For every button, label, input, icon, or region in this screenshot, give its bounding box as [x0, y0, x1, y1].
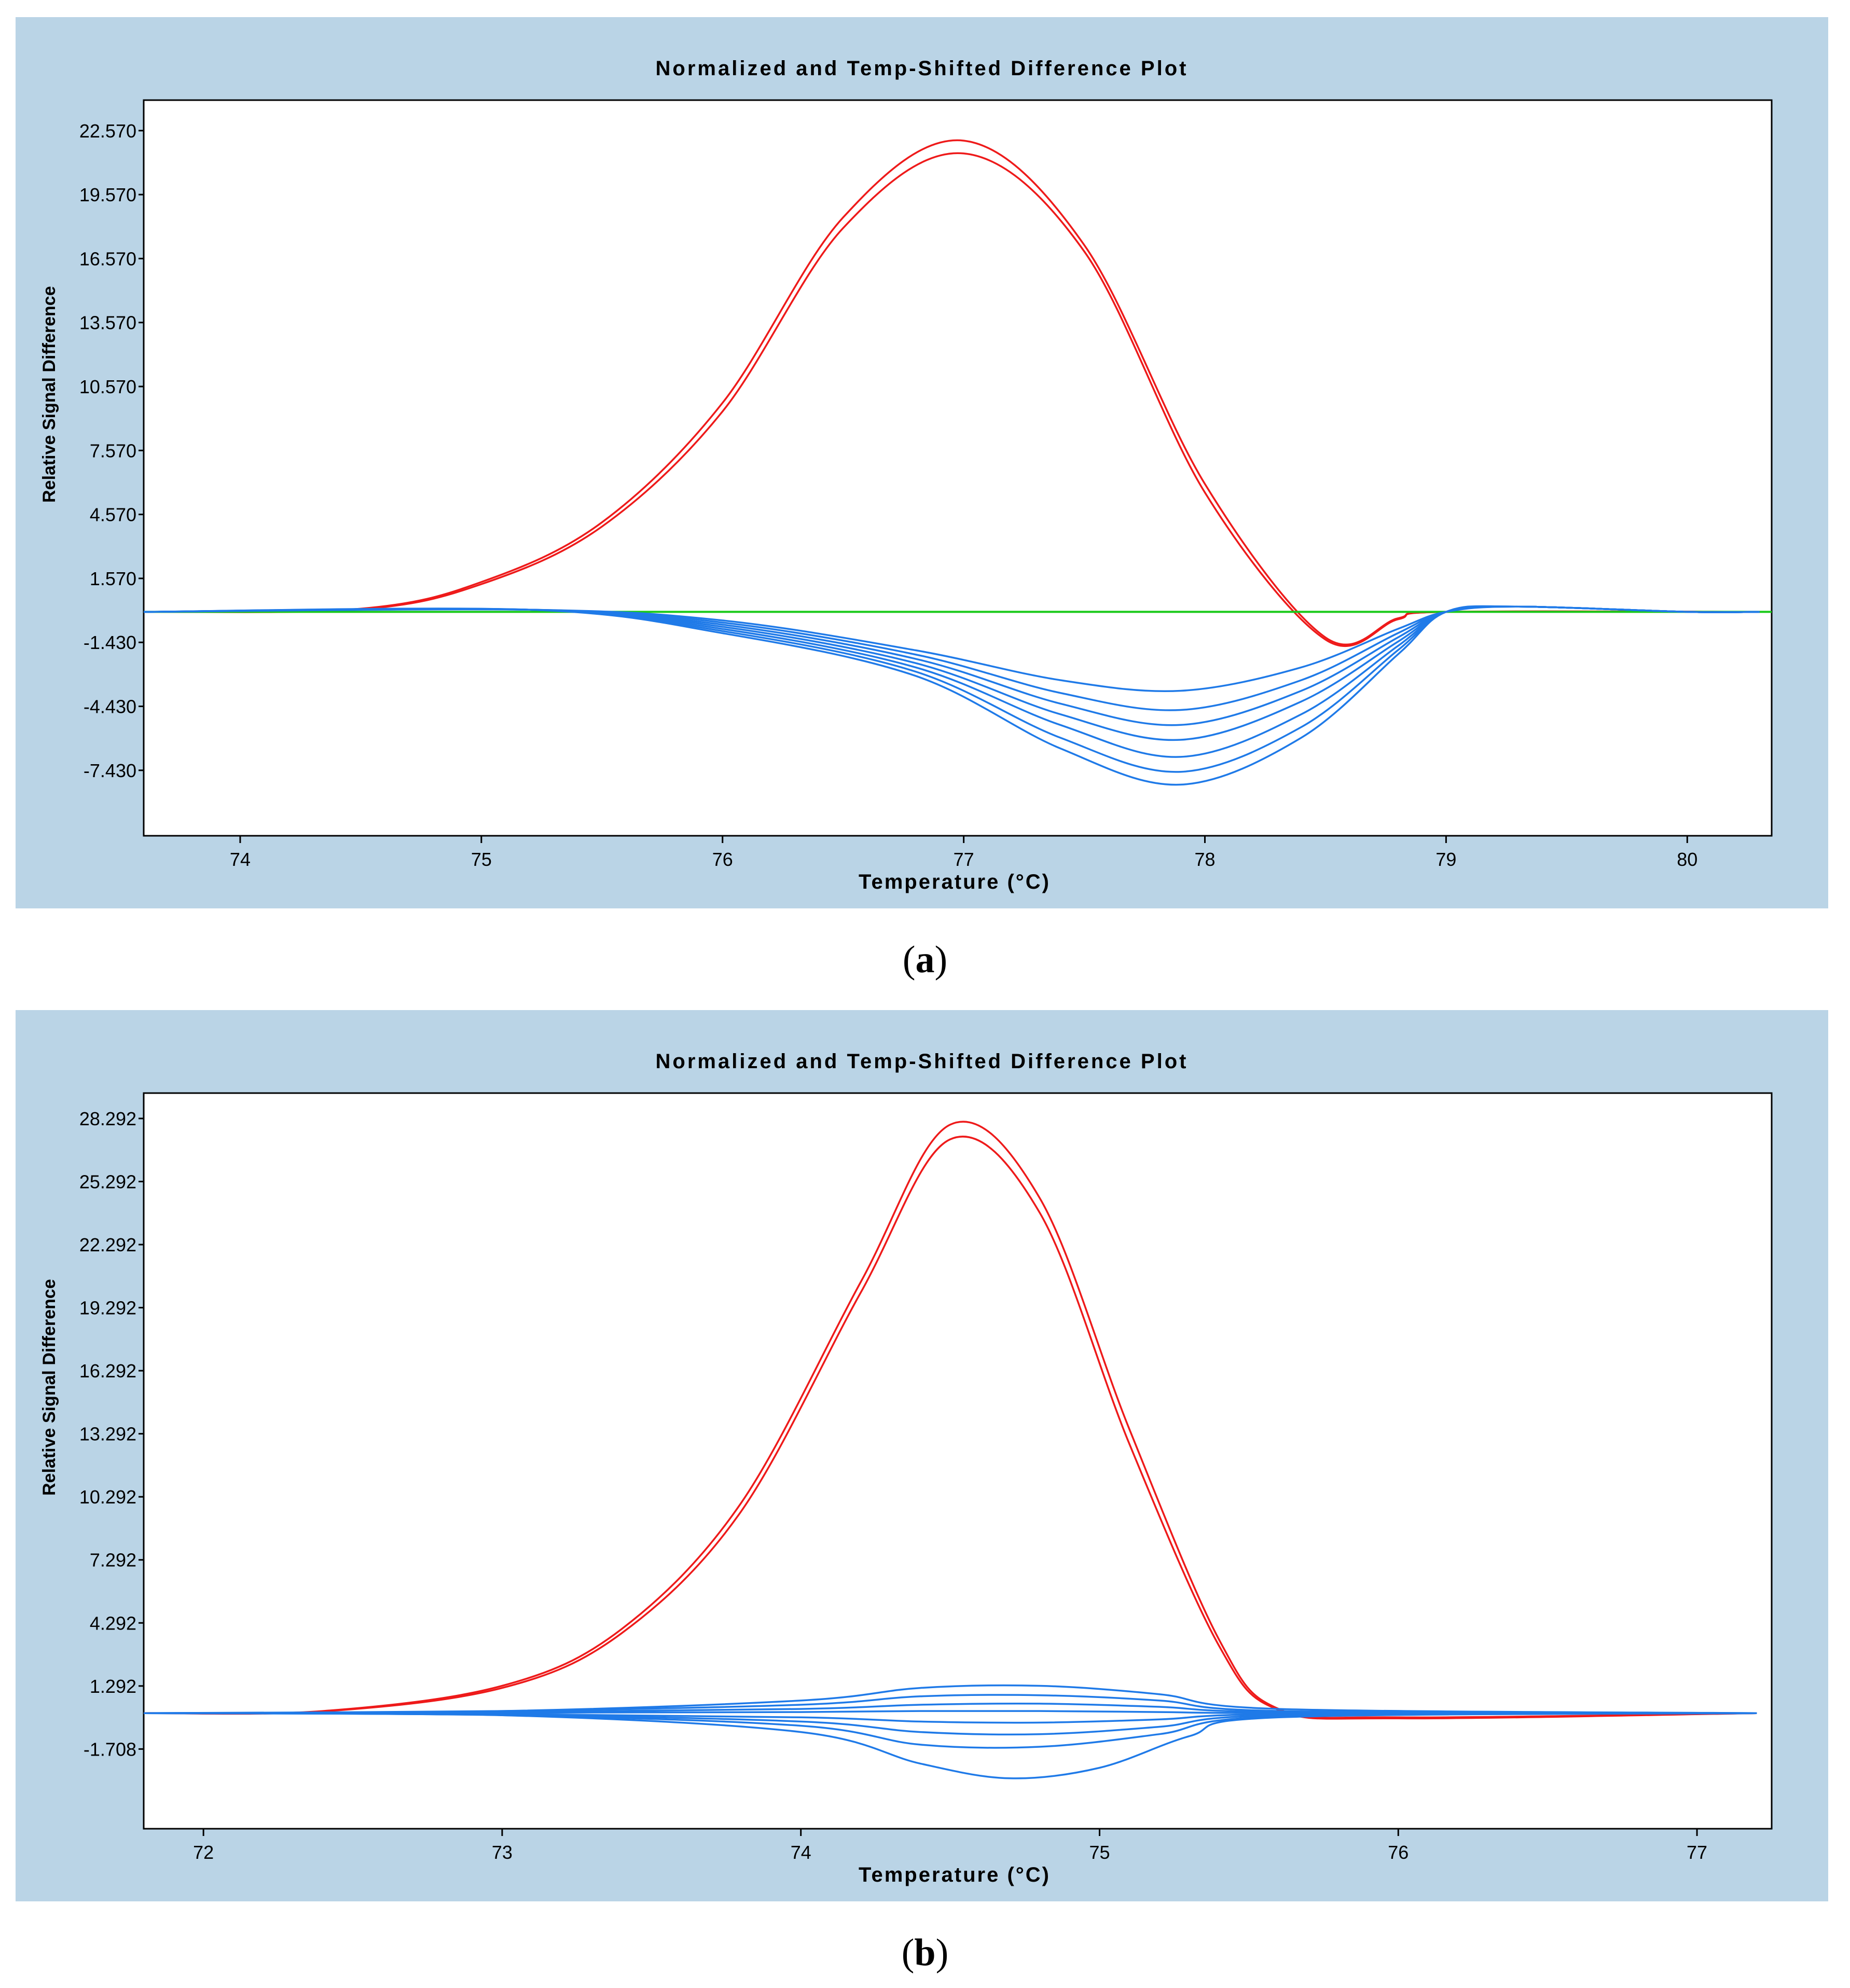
y-axis-label: Relative Signal Difference — [39, 286, 59, 503]
y-tick-label: -1.708 — [84, 1738, 136, 1760]
series-line-blue-8 — [144, 1712, 1757, 1779]
y-tick-label: 4.570 — [90, 504, 136, 526]
caption-b: (b) — [901, 1931, 949, 1974]
x-tick-label: 78 — [1194, 849, 1215, 870]
chart-title: Normalized and Temp-Shifted Difference P… — [656, 57, 1189, 80]
y-tick-label: 1.570 — [90, 568, 136, 589]
y-tick-label: 1.292 — [90, 1676, 136, 1697]
y-tick-label: 10.570 — [79, 376, 136, 397]
y-tick-label: 28.292 — [79, 1108, 136, 1129]
caption-a: (a) — [902, 938, 948, 981]
y-axis-label: Relative Signal Difference — [39, 1279, 59, 1496]
y-tick-label: 22.570 — [79, 120, 136, 142]
plot-area — [143, 1092, 1773, 1830]
y-tick-label: 19.292 — [79, 1297, 136, 1319]
chart-panel-a: Normalized and Temp-Shifted Difference P… — [16, 17, 1828, 908]
y-tick-label: 16.570 — [79, 248, 136, 269]
x-tick-label: 74 — [791, 1842, 811, 1863]
y-tick-label: 19.570 — [79, 184, 136, 205]
chart-b: Normalized and Temp-Shifted Difference P… — [39, 1050, 1773, 1886]
chart-panel-b: Normalized and Temp-Shifted Difference P… — [16, 1010, 1828, 1901]
x-tick-label: 79 — [1435, 849, 1456, 870]
x-tick-label: 75 — [471, 849, 492, 870]
y-tick-label: -7.430 — [84, 760, 136, 781]
y-tick-label: 13.292 — [79, 1424, 136, 1445]
series-line-red-1 — [144, 139, 1760, 646]
y-tick-label: 16.292 — [79, 1360, 136, 1382]
series-group — [144, 139, 1772, 786]
series-group — [144, 1121, 1757, 1779]
y-tick-label: 7.570 — [90, 440, 136, 461]
x-tick-label: 76 — [1388, 1842, 1409, 1863]
x-tick-label: 80 — [1677, 849, 1697, 870]
y-tick-label: 10.292 — [79, 1486, 136, 1508]
y-tick-label: 22.292 — [79, 1234, 136, 1255]
x-tick-label: 77 — [954, 849, 974, 870]
x-tick-label: 72 — [193, 1842, 214, 1863]
x-tick-label: 74 — [230, 849, 251, 870]
chart-title: Normalized and Temp-Shifted Difference P… — [656, 1050, 1189, 1073]
y-tick-label: 4.292 — [90, 1612, 136, 1634]
y-tick-label: 13.570 — [79, 312, 136, 334]
series-line-blue-7 — [144, 605, 1760, 786]
chart-a: Normalized and Temp-Shifted Difference P… — [39, 57, 1773, 893]
x-axis-label: Temperature (°C) — [859, 871, 1051, 893]
y-tick-label: 7.292 — [90, 1550, 136, 1571]
x-tick-label: 75 — [1089, 1842, 1110, 1863]
y-tick-label: 25.292 — [79, 1171, 136, 1192]
plot-area — [143, 99, 1773, 837]
x-axis-label: Temperature (°C) — [859, 1863, 1051, 1886]
series-line-red-2 — [144, 152, 1760, 647]
x-tick-label: 76 — [712, 849, 733, 870]
y-tick-label: -4.430 — [84, 696, 136, 717]
x-tick-label: 73 — [492, 1842, 513, 1863]
x-tick-label: 77 — [1687, 1842, 1707, 1863]
y-tick-label: -1.430 — [84, 632, 136, 653]
